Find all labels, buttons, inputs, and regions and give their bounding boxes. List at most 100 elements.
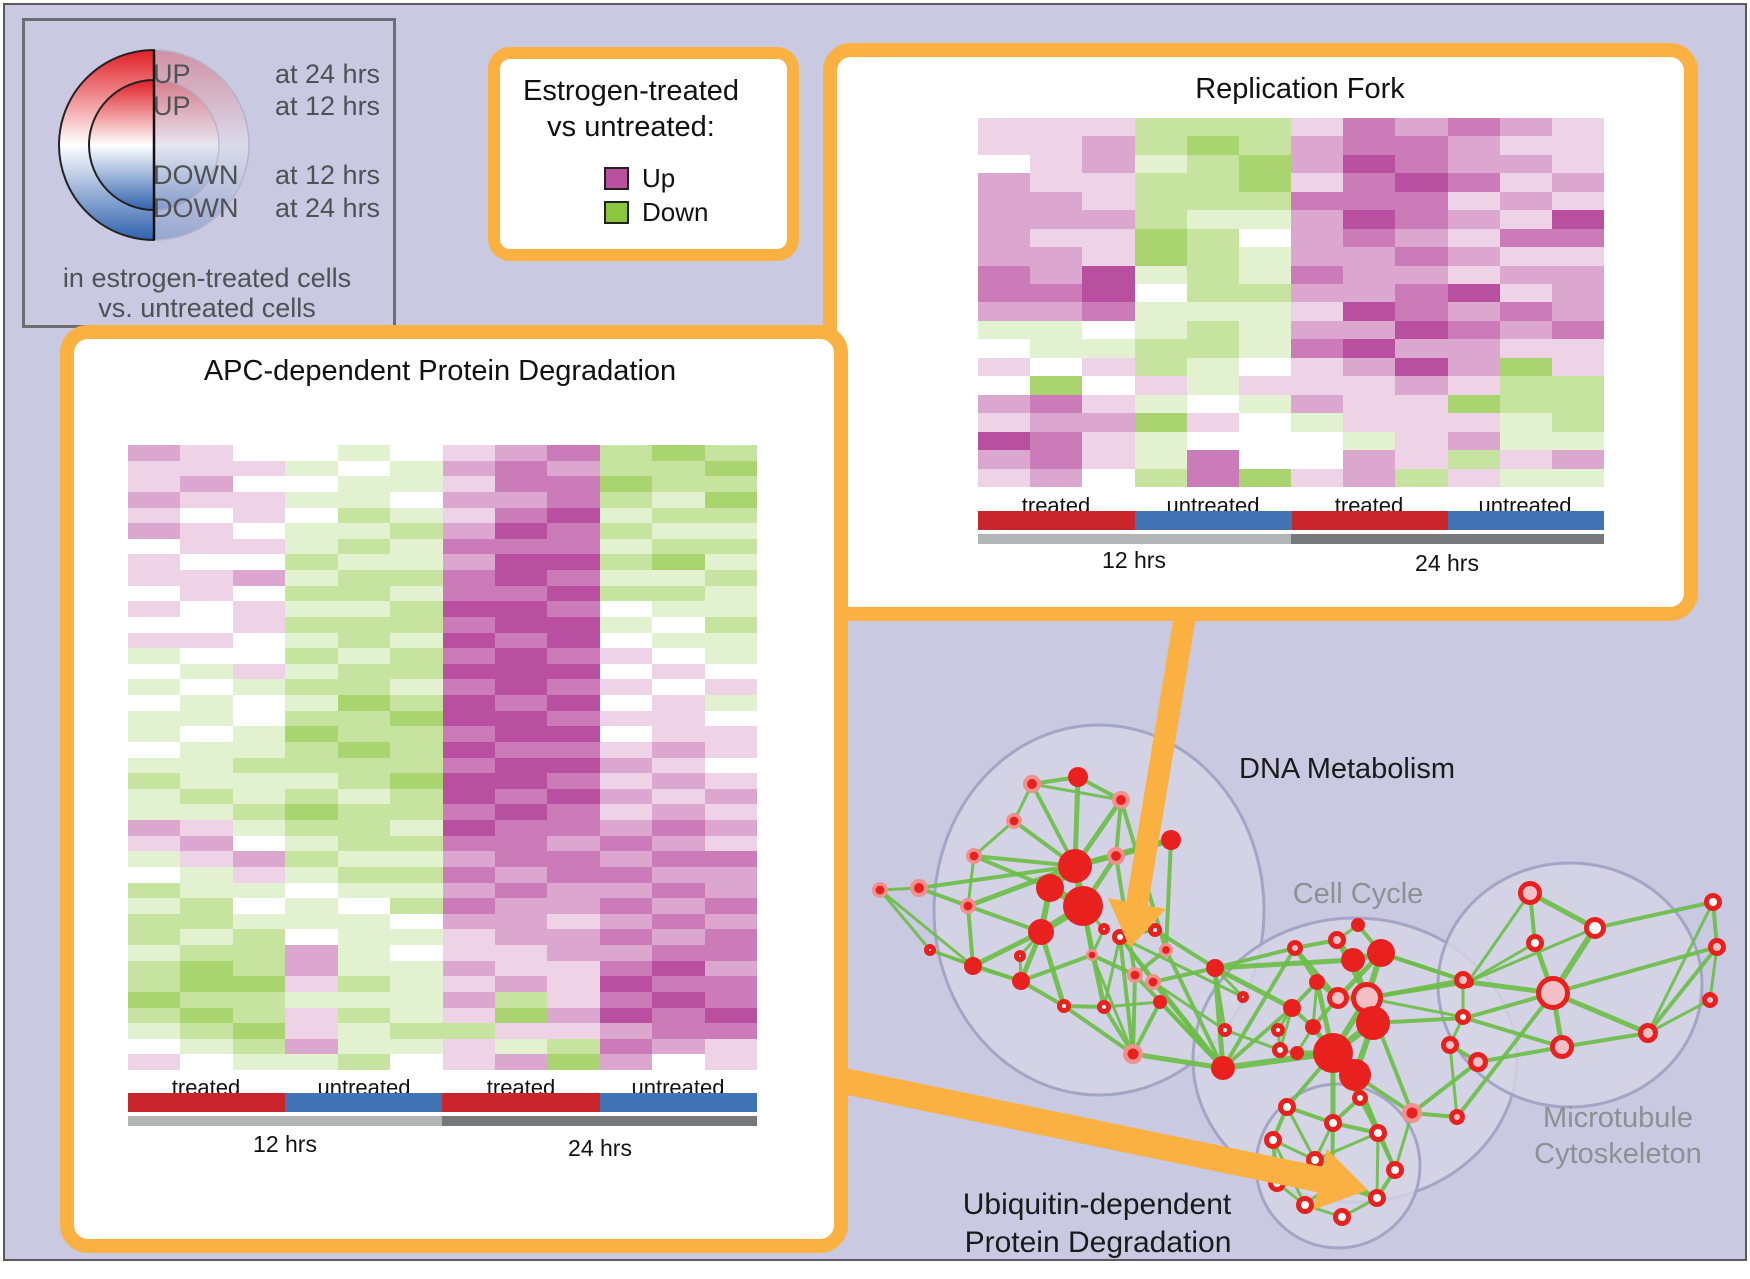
heatmap-cell	[180, 616, 233, 633]
heatmap-cell	[285, 1038, 338, 1055]
heatmap-cell	[128, 804, 181, 820]
heatmap-cell	[390, 773, 443, 789]
heatmap-cell	[704, 866, 757, 883]
heatmap-cell	[442, 601, 495, 617]
heatmap-cell	[180, 632, 233, 649]
heatmap-cell	[1238, 376, 1291, 395]
heatmap-cell	[1291, 118, 1344, 137]
heatmap-cell	[1134, 247, 1187, 266]
network-edge	[1151, 966, 1217, 984]
network-edge	[1455, 991, 1555, 1119]
heatmap-cell	[232, 554, 286, 570]
heatmap-cell	[1082, 394, 1135, 414]
heatmap-cell	[285, 820, 338, 836]
heatmap-cell	[390, 476, 443, 492]
heatmap-cell	[285, 445, 338, 461]
gene-node-solid	[1153, 995, 1167, 1009]
heatmap-cell	[1499, 118, 1552, 137]
heatmap-cell	[1499, 320, 1552, 340]
heatmap-cell	[599, 960, 653, 977]
heatmap-cell	[1186, 394, 1239, 414]
heatmap-cell	[1343, 154, 1396, 174]
gene-node-solid	[1356, 1006, 1390, 1040]
heatmap-cell	[180, 507, 233, 524]
heatmap-cell	[494, 679, 548, 695]
heatmap-cell	[1186, 228, 1239, 248]
heatmap-cell	[1395, 210, 1448, 229]
heatmap-cell	[337, 866, 391, 883]
heatmap-cell	[599, 554, 653, 570]
heatmap-cell	[652, 976, 705, 992]
heatmap-cell	[1395, 191, 1448, 211]
heatmap-cell	[652, 991, 705, 1008]
heatmap-cell	[442, 835, 495, 852]
heatmap-cell	[337, 460, 391, 477]
heatmap-cell	[1499, 450, 1552, 469]
heatmap-cell	[978, 191, 1031, 211]
heatmap-cell	[704, 491, 757, 508]
heatmap-cell	[1499, 413, 1552, 432]
heatmap-cell	[180, 726, 233, 742]
heatmap-cell	[337, 882, 391, 899]
network-edge	[1476, 1045, 1564, 1064]
heatmap-cell	[1186, 265, 1239, 285]
heatmap-cell	[599, 851, 653, 867]
heatmap-cell	[494, 741, 548, 758]
gene-node-solid	[1063, 886, 1103, 926]
rf-treated-bar-24	[1292, 511, 1448, 530]
heatmap-cell	[180, 820, 233, 836]
heatmap-cell	[128, 945, 181, 961]
heatmap-cell	[704, 710, 757, 727]
apc-panel-title: APC-dependent Protein Degradation	[203, 355, 677, 387]
heatmap-cell	[1343, 302, 1396, 321]
heatmap-cell	[128, 710, 181, 727]
heatmap-cell	[1186, 339, 1239, 358]
heatmap-cell	[547, 929, 600, 945]
heatmap-cell	[978, 357, 1031, 377]
heatmap-cell	[1499, 173, 1552, 192]
heatmap-cell	[180, 601, 233, 617]
heatmap-cell	[337, 726, 391, 742]
heatmap-cell	[180, 866, 233, 883]
gene-node-solid	[1211, 1056, 1235, 1080]
network-edge	[1646, 900, 1715, 1035]
heatmap-cell	[390, 913, 443, 930]
heatmap-cell	[1343, 320, 1396, 340]
heatmap-cell	[652, 945, 705, 961]
heatmap-cell	[337, 1038, 391, 1055]
heatmap-cell	[1291, 376, 1344, 395]
heatmap-cell	[1186, 210, 1239, 229]
heatmap-cell	[442, 445, 495, 461]
heatmap-cell	[1499, 210, 1552, 229]
gene-node-solid	[1305, 1019, 1321, 1035]
heatmap-cell	[1186, 247, 1239, 266]
heatmap-cell	[494, 460, 548, 477]
legend-at-24hrs: at 24 hrs	[275, 59, 381, 89]
heatmap-cell	[285, 570, 338, 586]
heatmap-cell	[1395, 413, 1448, 432]
heatmap-cell	[390, 1023, 443, 1039]
heatmap-cell	[1499, 394, 1552, 414]
heatmap-cell	[1447, 302, 1500, 321]
heatmap-cell	[1499, 191, 1552, 211]
heatmap-cell	[128, 788, 181, 805]
heatmap-cell	[285, 491, 338, 508]
heatmap-cell	[978, 210, 1031, 229]
heatmap-cell	[285, 757, 338, 774]
heatmap-cell	[390, 445, 443, 461]
heatmap-cell	[599, 648, 653, 664]
heatmap-cell	[337, 913, 391, 930]
heatmap-cell	[337, 538, 391, 555]
heatmap-cell	[232, 1023, 286, 1039]
gene-node-salmon-core	[1116, 795, 1126, 805]
network-edge	[1410, 1060, 1480, 1115]
heatmap-cell	[1395, 376, 1448, 395]
heatmap-cell	[442, 976, 495, 992]
heatmap-cell	[494, 1054, 548, 1070]
heatmap-cell	[337, 960, 391, 977]
heatmap-cell	[390, 1054, 443, 1070]
heatmap-cell	[1082, 450, 1135, 469]
heatmap-cell	[652, 1023, 705, 1039]
heatmap-cell	[180, 710, 233, 727]
